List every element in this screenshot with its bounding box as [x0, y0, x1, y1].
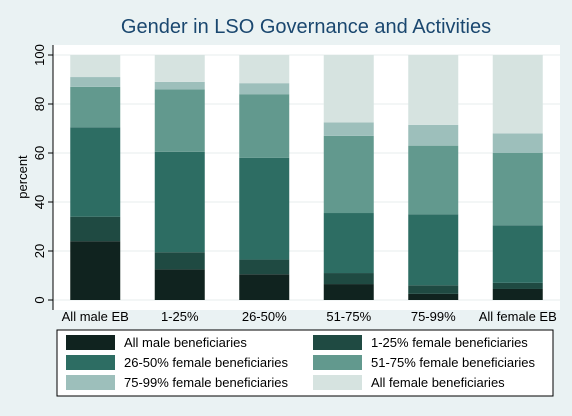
- legend-swatch: [313, 355, 362, 370]
- y-tick-label: 40: [32, 195, 47, 209]
- legend-swatch: [66, 335, 115, 350]
- y-axis-label: percent: [15, 155, 30, 199]
- legend-label: All male beneficiaries: [124, 335, 247, 350]
- legend-swatch: [66, 375, 115, 390]
- bar-segment: [323, 273, 374, 285]
- bar-segment: [70, 86, 121, 128]
- bar-segment: [154, 151, 205, 253]
- bar-segment: [239, 55, 290, 84]
- bar-segment: [239, 259, 290, 275]
- bar-segment: [408, 124, 459, 146]
- bar-segment: [70, 55, 121, 78]
- bar-segment: [154, 55, 205, 82]
- legend-swatch: [313, 375, 362, 390]
- bar-segment: [323, 135, 374, 214]
- bar-segment: [492, 55, 543, 134]
- bar-segment: [492, 288, 543, 300]
- y-tick-label: 0: [32, 296, 47, 303]
- bar-segment: [70, 77, 121, 87]
- bar-segment: [239, 94, 290, 158]
- bar-segment: [239, 274, 290, 300]
- legend-items: All male beneficiaries 1-25% female benef…: [66, 335, 536, 390]
- legend-swatch: [66, 355, 115, 370]
- plot-area: [53, 45, 560, 310]
- gridlines: [53, 54, 560, 301]
- bar-segment: [492, 133, 543, 153]
- x-tick-label: 1-25%: [161, 309, 199, 324]
- legend: [56, 329, 554, 397]
- bar-segment: [323, 284, 374, 300]
- legend-label: 1-25% female beneficiaries: [371, 335, 528, 350]
- y-tick-label: 60: [32, 146, 47, 160]
- bar-segment: [408, 214, 459, 286]
- bar-segment: [408, 145, 459, 215]
- chart-title: Gender in LSO Governance and Activities: [121, 16, 491, 38]
- bar-segment: [323, 122, 374, 136]
- bar-segment: [154, 89, 205, 152]
- bar-segment: [154, 81, 205, 90]
- bars: [70, 55, 543, 300]
- y-tick-label: 80: [32, 97, 47, 111]
- bar-segment: [408, 285, 459, 294]
- bar-segment: [408, 293, 459, 300]
- bar-segment: [323, 55, 374, 123]
- x-axis: All male EB 1-25% 26-50% 51-75% 75-99% All fe…: [62, 309, 557, 324]
- x-tick-label: All female EB: [479, 309, 557, 324]
- y-tick-label: 20: [32, 244, 47, 258]
- legend-label: All female beneficiaries: [371, 375, 505, 390]
- bar-segment: [408, 55, 459, 125]
- legend-label: 75-99% female beneficiaries: [124, 375, 289, 390]
- legend-swatch: [313, 335, 362, 350]
- y-axis: 0 20 40 60 80 100: [32, 44, 54, 310]
- x-tick-label: 51-75%: [326, 309, 371, 324]
- bar-segment: [239, 83, 290, 95]
- x-tick-label: 26-50%: [242, 309, 287, 324]
- bar-segment: [492, 282, 543, 289]
- bar-segment: [323, 213, 374, 274]
- legend-label: 51-75% female beneficiaries: [371, 355, 536, 370]
- bar-segment: [154, 269, 205, 300]
- bar-segment: [239, 157, 290, 260]
- x-tick-label: All male EB: [62, 309, 129, 324]
- y-tick-label: 100: [32, 44, 47, 66]
- bar-segment: [70, 127, 121, 217]
- x-tick-label: 75-99%: [411, 309, 456, 324]
- bar-segment: [492, 225, 543, 283]
- legend-label: 26-50% female beneficiaries: [124, 355, 289, 370]
- bar-segment: [492, 153, 543, 226]
- bar-segment: [70, 241, 121, 300]
- bar-segment: [70, 216, 121, 242]
- bar-segment: [154, 252, 205, 270]
